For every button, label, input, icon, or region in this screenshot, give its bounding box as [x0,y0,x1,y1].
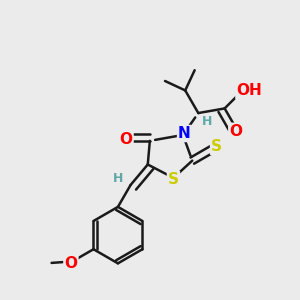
Text: H: H [201,115,212,128]
Text: OH: OH [236,83,262,98]
Text: O: O [229,124,242,139]
Text: S: S [211,139,222,154]
Text: O: O [120,132,133,147]
Text: O: O [64,256,77,271]
Text: S: S [168,172,179,187]
Text: N: N [178,126,191,141]
Text: H: H [113,172,123,185]
